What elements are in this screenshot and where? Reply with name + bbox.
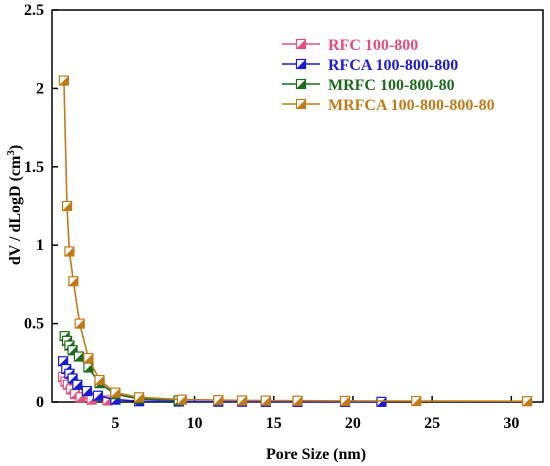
- data-point: [522, 396, 533, 407]
- data-point: [81, 385, 92, 397]
- y-axis-title-close: ): [7, 145, 24, 150]
- legend-label: RFCA 100-800-800: [328, 57, 458, 74]
- legend-item: RFCA 100-800-800: [282, 57, 458, 74]
- data-point: [260, 395, 271, 406]
- data-point: [295, 78, 307, 90]
- data-point: [110, 387, 121, 398]
- y-axis-ticks: 0 0.5 1 1.5 2 2.5: [24, 2, 58, 411]
- y-tick-label: 2: [36, 80, 44, 97]
- data-point: [74, 318, 85, 329]
- x-tick-label: 5: [111, 415, 119, 432]
- data-point: [292, 395, 303, 406]
- data-point: [236, 395, 248, 406]
- x-axis-ticks: 5 10 15 20 25 30: [111, 396, 519, 432]
- data-point: [73, 351, 85, 362]
- series-line: [63, 80, 528, 403]
- data-point: [411, 395, 422, 407]
- x-axis-title: Pore Size (nm): [266, 446, 366, 463]
- legend-label: MRFC 100-800-80: [328, 77, 455, 94]
- legend-label: RFC 100-800: [328, 37, 418, 54]
- data-point: [92, 390, 104, 401]
- legend: RFC 100-800 RFCA 100-800-800 MRFC 100-800-…: [282, 37, 495, 114]
- data-point: [58, 75, 69, 86]
- legend-item: MRFCA 100-800-800-80: [282, 97, 495, 114]
- legend-item: MRFC 100-800-80: [282, 77, 455, 94]
- data-point: [134, 392, 145, 403]
- series-4: [58, 75, 533, 407]
- data-point: [68, 276, 79, 287]
- y-tick-label: 1.5: [24, 159, 44, 176]
- series-layer: [57, 75, 533, 407]
- x-tick-label: 25: [424, 415, 440, 432]
- data-point: [94, 374, 105, 386]
- data-point: [295, 38, 307, 50]
- data-point: [376, 396, 387, 407]
- y-tick-label: 1: [36, 237, 44, 254]
- y-tick-label: 0: [36, 394, 44, 411]
- legend-label: MRFCA 100-800-800-80: [328, 97, 495, 114]
- legend-item: RFC 100-800: [282, 37, 418, 54]
- y-axis-title: dV / dLogD (cm3): [5, 145, 24, 265]
- data-point: [61, 200, 73, 212]
- data-point: [72, 379, 83, 390]
- x-tick-label: 30: [503, 415, 519, 432]
- y-tick-label: 2.5: [24, 2, 44, 19]
- y-axis-title-superscript: 3: [5, 150, 17, 156]
- x-tick-label: 15: [266, 415, 282, 432]
- data-point: [295, 98, 307, 110]
- data-point: [339, 395, 351, 407]
- x-tick-label: 20: [345, 415, 361, 432]
- y-axis-title-main: dV / dLogD (cm: [7, 155, 24, 265]
- x-tick-label: 10: [187, 415, 203, 432]
- data-point: [64, 246, 75, 257]
- data-point: [213, 395, 224, 406]
- data-point: [83, 352, 94, 364]
- data-point: [176, 394, 187, 405]
- y-tick-label: 0.5: [24, 316, 44, 333]
- data-point: [295, 58, 307, 70]
